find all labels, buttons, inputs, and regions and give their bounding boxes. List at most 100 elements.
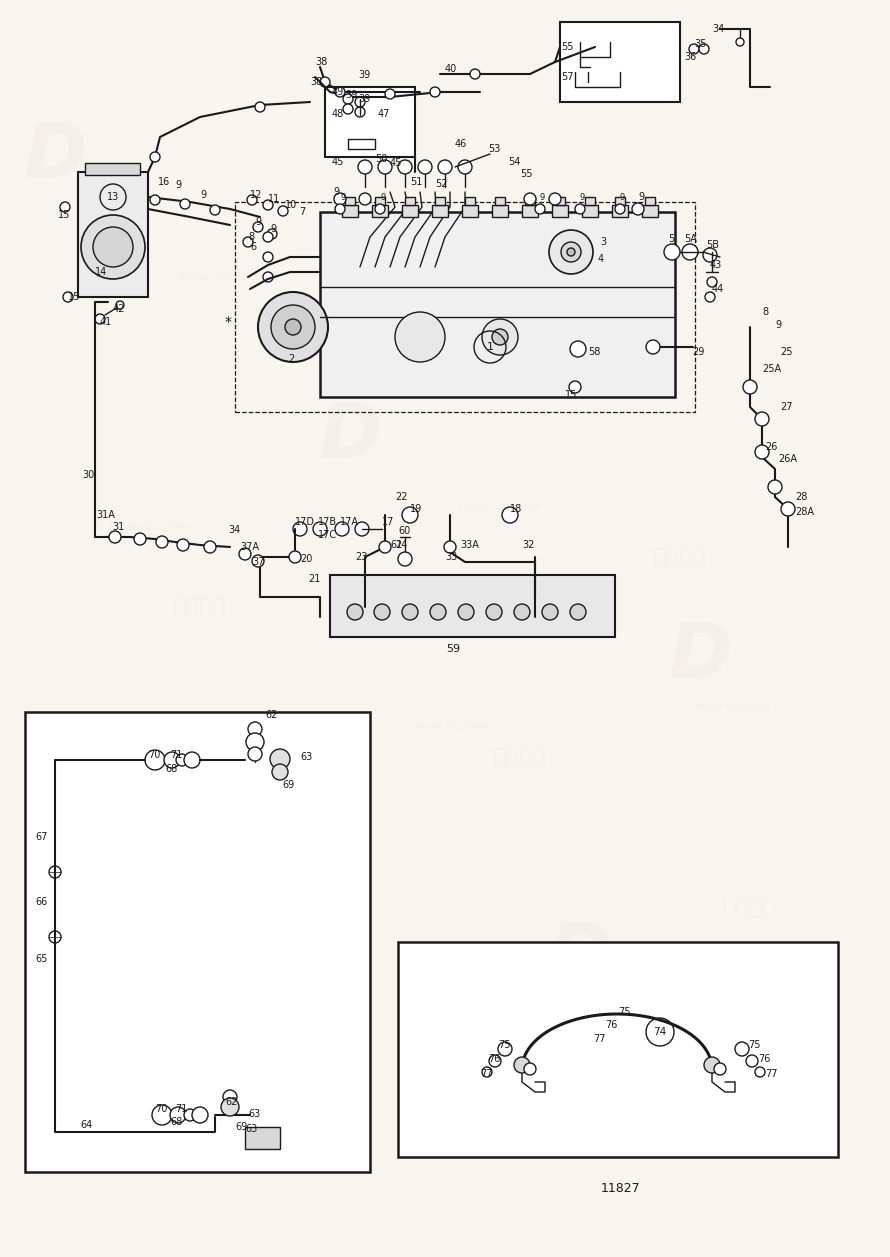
Text: 71: 71 (170, 750, 182, 760)
Text: 9: 9 (380, 192, 385, 201)
Circle shape (359, 194, 371, 205)
Circle shape (646, 339, 660, 354)
Bar (612, 205, 628, 217)
Circle shape (156, 535, 168, 548)
Circle shape (682, 244, 698, 260)
Text: 48: 48 (332, 109, 344, 119)
Text: 61: 61 (390, 541, 402, 551)
Text: 17: 17 (382, 517, 394, 527)
Circle shape (221, 1099, 239, 1116)
Circle shape (664, 244, 680, 260)
Text: 14: 14 (95, 266, 108, 277)
Circle shape (542, 605, 558, 620)
Text: 16: 16 (158, 177, 170, 187)
Text: Diesel-Engines: Diesel-Engines (109, 522, 191, 532)
Text: 31A: 31A (96, 510, 115, 520)
Bar (552, 205, 568, 217)
Circle shape (248, 722, 262, 737)
Text: 58: 58 (588, 347, 601, 357)
Text: D: D (668, 620, 732, 694)
Circle shape (335, 522, 349, 535)
Text: 18: 18 (510, 504, 522, 514)
Text: 1: 1 (487, 342, 493, 352)
Circle shape (458, 160, 472, 173)
Circle shape (176, 754, 188, 766)
Circle shape (575, 204, 585, 214)
Text: 70: 70 (155, 1104, 167, 1114)
Text: 63: 63 (245, 1124, 257, 1134)
Text: 39: 39 (358, 70, 370, 80)
Text: 64: 64 (80, 1120, 93, 1130)
Circle shape (402, 605, 418, 620)
Text: D: D (319, 400, 382, 474)
Circle shape (704, 1057, 720, 1073)
Circle shape (180, 199, 190, 209)
Circle shape (252, 556, 264, 567)
Text: 15: 15 (58, 210, 70, 220)
Circle shape (374, 605, 390, 620)
Circle shape (63, 292, 73, 302)
Text: 3: 3 (600, 238, 606, 246)
Text: 66: 66 (35, 897, 47, 908)
Circle shape (293, 522, 307, 535)
Circle shape (705, 292, 715, 302)
Text: 37A: 37A (240, 542, 259, 552)
Text: 13: 13 (107, 192, 119, 202)
Text: 9: 9 (175, 180, 182, 190)
Text: 5A: 5A (684, 234, 697, 244)
Text: 15: 15 (68, 292, 80, 302)
Circle shape (398, 552, 412, 566)
Text: 59: 59 (446, 644, 460, 654)
Circle shape (184, 752, 200, 768)
Circle shape (458, 605, 474, 620)
Text: 21: 21 (308, 574, 320, 585)
Text: 55: 55 (561, 41, 573, 52)
Bar (495, 197, 505, 205)
Circle shape (714, 1063, 726, 1075)
Text: 77: 77 (480, 1068, 492, 1079)
Circle shape (289, 551, 301, 563)
Circle shape (263, 233, 273, 243)
Circle shape (379, 541, 391, 553)
Text: 62: 62 (225, 1097, 238, 1107)
Circle shape (615, 204, 625, 214)
Text: 7: 7 (299, 207, 305, 217)
Text: 4: 4 (598, 254, 604, 264)
Text: 25: 25 (780, 347, 792, 357)
Text: 70: 70 (148, 750, 160, 760)
Text: 9: 9 (340, 192, 345, 201)
Circle shape (313, 522, 327, 535)
Text: 39: 39 (358, 94, 370, 104)
Circle shape (689, 44, 699, 54)
Circle shape (271, 305, 315, 349)
Circle shape (755, 445, 769, 459)
Text: 10: 10 (285, 200, 297, 210)
Bar (25, 711, 370, 1172)
Bar (405, 197, 415, 205)
Text: 28A: 28A (795, 507, 814, 517)
Circle shape (255, 102, 265, 112)
Circle shape (152, 1105, 172, 1125)
Text: 38: 38 (310, 77, 322, 87)
Text: 39: 39 (345, 91, 357, 101)
Circle shape (632, 202, 644, 215)
Circle shape (703, 248, 717, 261)
Circle shape (60, 202, 70, 212)
Circle shape (492, 329, 508, 344)
Circle shape (81, 215, 145, 279)
Text: 33A: 33A (460, 541, 479, 551)
Text: 8: 8 (762, 307, 768, 317)
Circle shape (482, 1067, 492, 1077)
Circle shape (385, 89, 395, 99)
Text: 9: 9 (638, 192, 644, 202)
Text: 5: 5 (668, 234, 675, 244)
Bar (432, 205, 448, 217)
Text: *: * (225, 316, 232, 329)
Text: Diesel-Engines: Diesel-Engines (689, 701, 772, 711)
Circle shape (570, 341, 586, 357)
Bar (642, 205, 658, 217)
Text: 9: 9 (200, 190, 206, 200)
Text: 24: 24 (395, 541, 408, 551)
Bar (645, 197, 655, 205)
Circle shape (343, 104, 353, 114)
